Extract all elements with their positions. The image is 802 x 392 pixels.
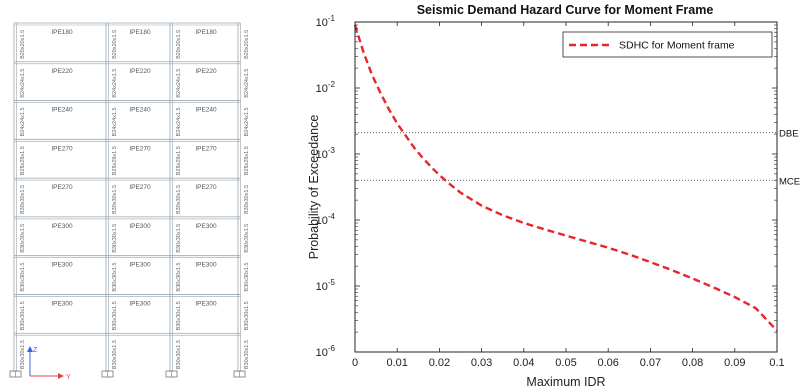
- beam-section-label: IPE300: [129, 262, 151, 269]
- beam-section-label: IPE240: [195, 107, 217, 114]
- column-section-label: B24x24x1.5: [244, 107, 250, 136]
- column-section-label: B30x30x1.5: [20, 185, 26, 214]
- y-tick-label: 10-4: [316, 212, 336, 227]
- legend: SDHC for Moment frame: [562, 31, 773, 58]
- y-tick-label: 10-3: [316, 146, 336, 161]
- beam-section-label: IPE270: [195, 145, 217, 152]
- column-section-label: B30x30x1.5: [244, 301, 250, 330]
- column-section-label: B30x30x1.5: [20, 263, 26, 292]
- beam-section-label: IPE220: [195, 68, 217, 75]
- column-section-label: B28x28x1.5: [20, 146, 26, 175]
- column-section-label: B30x30x1.5: [112, 263, 118, 292]
- y-tick-label: 10-1: [316, 14, 336, 29]
- beam-section-label: IPE220: [51, 68, 73, 75]
- x-axis-title: Maximum IDR: [526, 375, 605, 389]
- reference-lines: DBE MCE: [355, 129, 800, 187]
- chart-title: Seismic Demand Hazard Curve for Moment F…: [417, 3, 714, 17]
- frame-elevation: IPE180 IPE180 IPE180 IPE220 IPE220 IPE220 IPE2…: [9, 22, 250, 381]
- beam-section-label: IPE270: [51, 184, 73, 191]
- y-axis-label: Y: [66, 374, 71, 381]
- column-section-label: B30x30x1.5: [112, 185, 118, 214]
- beam-section-label: IPE300: [51, 262, 73, 269]
- plot-area: [355, 22, 777, 352]
- column-section-label: B24x24x1.5: [20, 69, 26, 98]
- beam-section-label: IPE270: [129, 145, 151, 152]
- beam-section-label: IPE180: [51, 29, 73, 36]
- x-tick-label: 0.04: [513, 357, 534, 369]
- column-section-label: B24x24x1.5: [176, 69, 182, 98]
- y-tick-label: 10-2: [316, 80, 336, 95]
- beam-section-label: IPE300: [195, 262, 217, 269]
- beam-section-label: IPE180: [195, 29, 217, 36]
- column-section-label: B24x24x1.5: [176, 107, 182, 136]
- column-section-label: B30x30x1.5: [244, 185, 250, 214]
- column-section-label: B24x24x1.5: [244, 69, 250, 98]
- beam-section-label: IPE220: [129, 68, 151, 75]
- beam-section-label: IPE270: [51, 145, 73, 152]
- column-section-label: B20x20x1.5: [176, 30, 182, 59]
- beam-section-label: IPE300: [195, 300, 217, 307]
- column-section-label: B20x20x1.5: [20, 30, 26, 59]
- z-axis-arrowhead-icon: [27, 346, 33, 352]
- legend-entry: SDHC for Moment frame: [619, 40, 735, 52]
- column-section-label: B30x30x1.5: [112, 340, 118, 369]
- beam-section-label: IPE240: [129, 107, 151, 114]
- y-axis-title: Probability of Exceedance: [307, 115, 321, 260]
- x-tick-label: 0.09: [724, 357, 745, 369]
- x-tick-label: 0.05: [555, 357, 576, 369]
- beam-section-label: IPE180: [129, 29, 151, 36]
- x-tick-label: 0.01: [386, 357, 407, 369]
- column-section-label: B30x30x1.5: [112, 301, 118, 330]
- column-section-label: B20x20x1.5: [244, 30, 250, 59]
- column-section-label: B28x28x1.5: [244, 146, 250, 175]
- column-section-label: B24x24x1.5: [20, 107, 26, 136]
- column-section-label: B24x24x1.5: [112, 69, 118, 98]
- column-section-label: B20x20x1.5: [112, 30, 118, 59]
- z-axis-label: Z: [33, 347, 38, 354]
- column-section-label: B24x24x1.5: [112, 107, 118, 136]
- column-section-label: B30x30x1.5: [244, 340, 250, 369]
- column-section-label: B30x30x1.5: [20, 224, 26, 253]
- column-section-label: B30x30x1.5: [20, 301, 26, 330]
- x-axis: 0 0.01 0.02 0.03 0.04 0.05 0.06 0.07 0.08 0.09 0.1: [352, 22, 785, 369]
- beam-section-label: IPE270: [195, 184, 217, 191]
- y-tick-label: 10-6: [316, 344, 336, 359]
- x-tick-label: 0.08: [682, 357, 703, 369]
- beam-section-label: IPE300: [129, 300, 151, 307]
- x-tick-label: 0.02: [429, 357, 450, 369]
- column-section-label: B30x30x1.5: [244, 263, 250, 292]
- series-group: [353, 24, 778, 332]
- beam-section-label: IPE300: [51, 223, 73, 230]
- column-section-label: B30x30x1.5: [176, 185, 182, 214]
- column-section-label: B30x30x1.5: [20, 340, 26, 369]
- x-tick-label: 0.07: [640, 357, 661, 369]
- y-axis-arrowhead-icon: [58, 373, 64, 379]
- reference-label-mce: MCE: [779, 176, 800, 187]
- x-tick-label: 0.03: [471, 357, 492, 369]
- column-section-label: B30x30x1.5: [176, 340, 182, 369]
- column-section-label: B30x30x1.5: [176, 224, 182, 253]
- column-section-label: B30x30x1.5: [176, 301, 182, 330]
- x-tick-label: 0: [352, 357, 358, 369]
- y-tick-label: 10-5: [316, 278, 336, 293]
- beam-section-label: IPE300: [195, 223, 217, 230]
- column-section-label: B28x28x1.5: [112, 146, 118, 175]
- x-tick-label: 0.06: [597, 357, 618, 369]
- x-tick-label: 0.1: [769, 357, 784, 369]
- beam-section-label: IPE300: [51, 300, 73, 307]
- reference-label-dbe: DBE: [779, 129, 799, 140]
- beam-section-label: IPE240: [51, 107, 73, 114]
- y-axis: 10-6 10-5 10-4 10-3 10-2 10-1: [316, 14, 777, 359]
- beam-section-label: IPE270: [129, 184, 151, 191]
- beam-section-label: IPE300: [129, 223, 151, 230]
- column-section-label: B28x28x1.5: [176, 146, 182, 175]
- column-section-label: B30x30x1.5: [112, 224, 118, 253]
- column-section-label: B30x30x1.5: [176, 263, 182, 292]
- column-section-label: B30x30x1.5: [244, 224, 250, 253]
- series-line: [353, 24, 778, 332]
